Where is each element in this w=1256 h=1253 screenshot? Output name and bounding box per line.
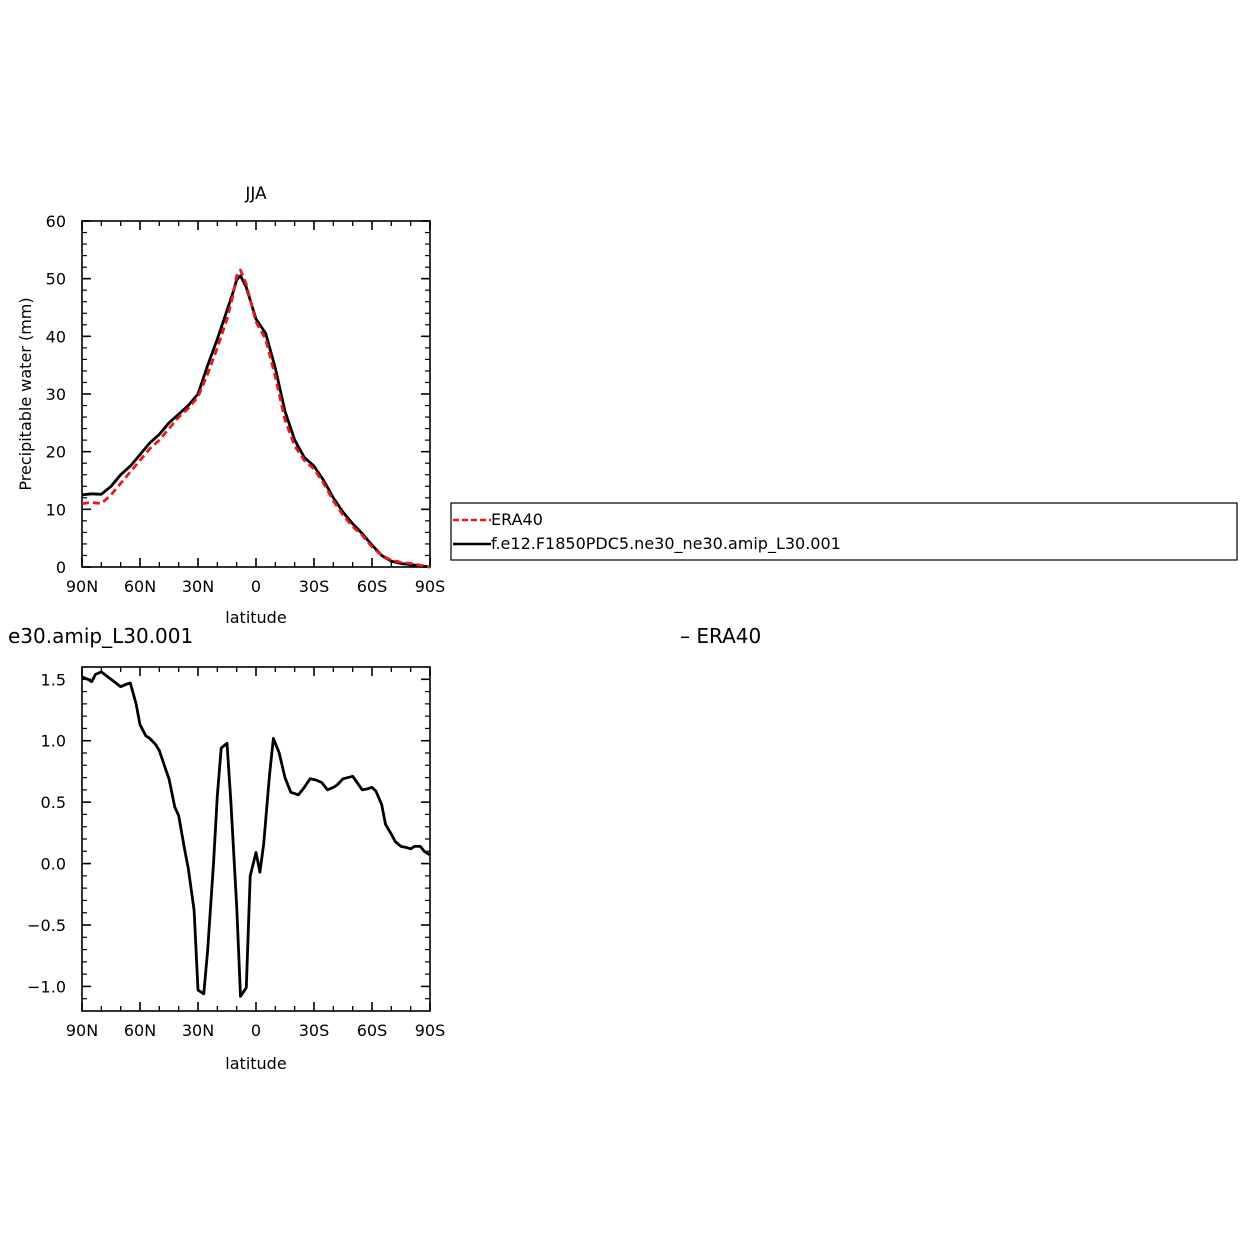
panel-top-x-tick-label: 30N bbox=[182, 577, 214, 596]
panel-top-series-line-era40 bbox=[81, 268, 431, 569]
panel-bottom-y-tick-label: −1.0 bbox=[27, 977, 66, 996]
panel-top-x-tick-label: 30S bbox=[299, 577, 330, 596]
panel-top-series bbox=[81, 268, 431, 569]
panel-bottom-x-tick-label: 90S bbox=[415, 1021, 446, 1040]
panel-bottom-y-tick-label: 1.5 bbox=[41, 670, 66, 689]
panel-top-y-axis-title: Precipitable water (mm) bbox=[16, 297, 35, 490]
panel-bottom-x-tick-label: 90N bbox=[66, 1021, 98, 1040]
legend: ERA40 f.e12.F1850PDC5.ne30_ne30.amip_L30… bbox=[450, 502, 1238, 561]
panel-top-y-tick-label: 0 bbox=[56, 558, 66, 577]
panel-bottom-x-tick-label: 0 bbox=[251, 1021, 261, 1040]
panel-bottom-x-tick-label: 60N bbox=[124, 1021, 156, 1040]
panel-bottom-x-tick-label: 30S bbox=[299, 1021, 330, 1040]
panel-bottom-title-right: – ERA40 bbox=[680, 624, 761, 648]
panel-bottom-x-tick-label: 30N bbox=[182, 1021, 214, 1040]
panel-top-x-axis-title: latitude bbox=[225, 608, 286, 627]
panel-top-plot-frame bbox=[81, 220, 431, 568]
panel-top-y-tick-label: 50 bbox=[46, 270, 66, 289]
panel-top-y-tick-label: 30 bbox=[46, 385, 66, 404]
panel-bottom-y-tick-label: 0.5 bbox=[41, 793, 66, 812]
panel-bottom-y-tick-label: 1.0 bbox=[41, 732, 66, 751]
panel-bottom-ticks: 90N 60N 30N 0 30S 60S 90S 1.5 1.0 0.5 0.0 −0.5 −1.0 bbox=[27, 666, 446, 1040]
panel-bottom-x-tick-label: 60S bbox=[357, 1021, 388, 1040]
panel-bottom-x-axis-title: latitude bbox=[225, 1054, 286, 1073]
panel-bottom-series bbox=[81, 670, 431, 998]
legend-label-era40: ERA40 bbox=[491, 510, 543, 529]
panel-top-x-tick-label: 60N bbox=[124, 577, 156, 596]
panel-top: JJA 90N 60N 30N 0 30S 60S 90S 0 10 20 30 40 50 60 lat… bbox=[16, 184, 445, 627]
panel-top-y-tick-label: 20 bbox=[46, 443, 66, 462]
panel-top-title: JJA bbox=[244, 184, 267, 204]
legend-label-model: f.e12.F1850PDC5.ne30_ne30.amip_L30.001 bbox=[491, 534, 841, 554]
panel-top-x-tick-label: 90S bbox=[415, 577, 446, 596]
panel-bottom-y-tick-label: 0.0 bbox=[41, 855, 66, 874]
panel-bottom-plot-frame bbox=[81, 666, 431, 1012]
panel-bottom-y-axis-title: Precipitable water (mm) bbox=[0, 743, 18, 936]
panel-top-y-tick-label: 40 bbox=[46, 327, 66, 346]
panel-top-y-tick-label: 10 bbox=[46, 500, 66, 519]
panel-top-x-tick-label: 60S bbox=[357, 577, 388, 596]
panel-bottom: e30.amip_L30.001 – ERA40 90N 60N 30N 0 30S 60… bbox=[0, 624, 761, 1073]
panel-bottom-title-left: e30.amip_L30.001 bbox=[8, 624, 193, 648]
panel-top-x-tick-label: 90N bbox=[66, 577, 98, 596]
panel-top-y-tick-label: 60 bbox=[46, 212, 66, 231]
panel-bottom-series-line-difference bbox=[81, 670, 431, 998]
legend-box bbox=[450, 502, 1238, 561]
panel-top-ticks: 90N 60N 30N 0 30S 60S 90S 0 10 20 30 40 50 60 bbox=[46, 212, 446, 596]
panel-top-series-line-f-e12-f1850pdc5-ne30-ne30-amip-l30-001 bbox=[81, 274, 431, 569]
panel-top-x-tick-label: 0 bbox=[251, 577, 261, 596]
panel-bottom-y-tick-label: −0.5 bbox=[27, 916, 66, 935]
